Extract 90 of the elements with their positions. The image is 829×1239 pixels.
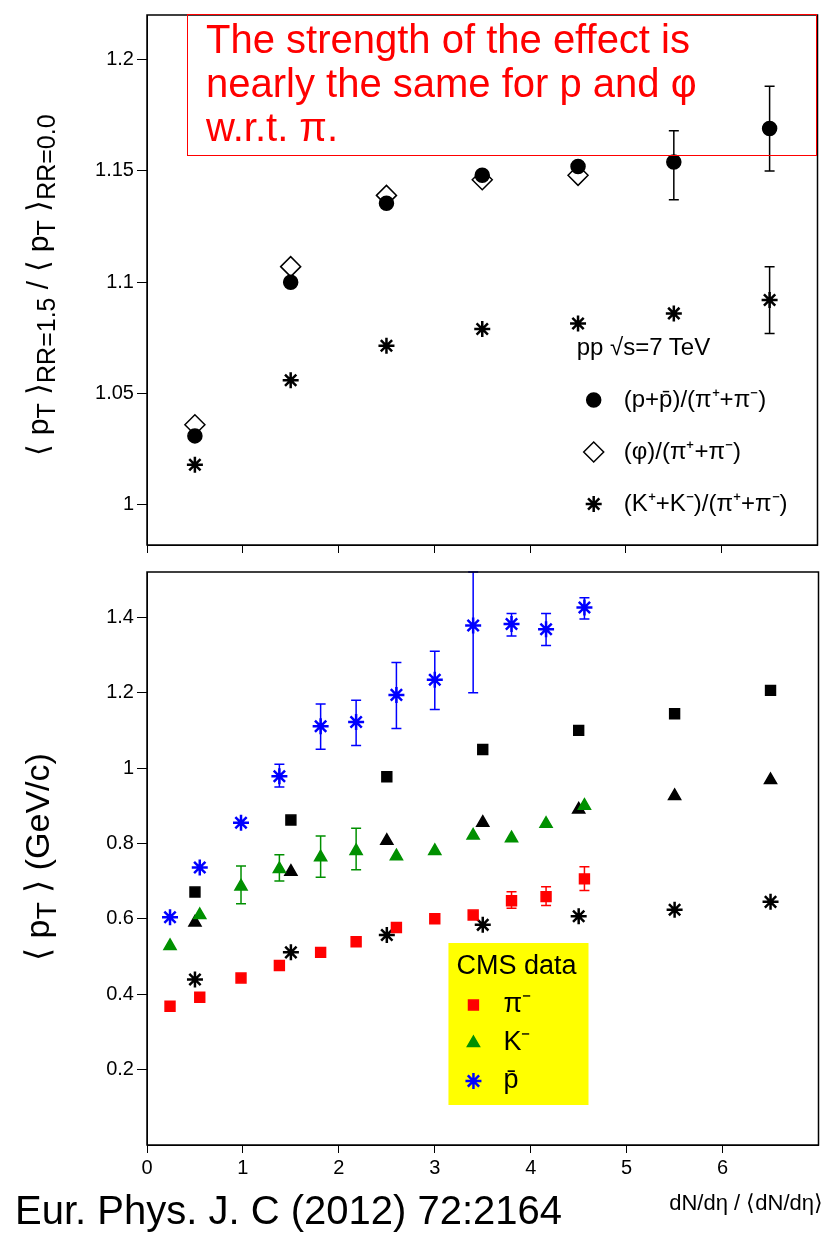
point (380, 833, 394, 846)
point (463, 616, 483, 635)
point (281, 370, 300, 390)
point (475, 814, 490, 827)
point (311, 716, 330, 736)
point (281, 943, 301, 962)
legend-title: CMS data (456, 950, 578, 981)
point (664, 304, 684, 323)
x-tick-label: 0 (141, 1155, 153, 1178)
y-tick-label: 0.4 (106, 981, 134, 1004)
point (477, 743, 489, 756)
legend-label: K⁻ (503, 1026, 531, 1057)
point (377, 336, 396, 355)
x-tick-label: 5 (621, 1155, 633, 1178)
point (429, 913, 441, 925)
point (569, 906, 588, 926)
y-tick-label: 1.1 (106, 269, 134, 292)
legend-title: pp √s=7 TeV (576, 332, 711, 360)
point (381, 771, 393, 783)
y-tick-label: 1 (122, 755, 134, 778)
point (667, 788, 682, 801)
point (185, 970, 205, 989)
y-tick-label: 1.4 (106, 604, 134, 627)
point (572, 724, 585, 737)
point (668, 708, 681, 720)
x-tick-label: 2 (333, 1155, 345, 1178)
point (387, 685, 406, 705)
point (284, 863, 298, 876)
point (192, 907, 207, 920)
y-tick-label: 1 (122, 492, 134, 515)
point (190, 858, 210, 877)
y-tick-label: 0.2 (106, 1057, 134, 1080)
y-tick-label: 1.15 (95, 158, 134, 181)
point (164, 1000, 176, 1012)
point (350, 936, 362, 948)
y-tick-label: 1.2 (106, 47, 134, 70)
point (764, 684, 777, 697)
point (279, 255, 302, 278)
point (187, 428, 203, 444)
point (473, 915, 492, 935)
point (467, 909, 479, 921)
text: Eur. Phys. J. C (2012) 72:2164 (15, 1188, 562, 1233)
point (231, 813, 251, 832)
point (273, 959, 286, 972)
point (427, 843, 442, 856)
x-tick-label: 1 (237, 1155, 249, 1178)
legend-label: π⁻ (503, 988, 532, 1019)
point (194, 991, 206, 1003)
y-tick-label: 1.2 (106, 680, 134, 703)
point (378, 195, 395, 211)
point (474, 167, 490, 184)
annotation: The strength of the effect is nearly the same for p and φ w.r.t. π. (187, 14, 817, 156)
point (504, 830, 519, 843)
point (570, 158, 586, 175)
point (578, 873, 591, 885)
point (568, 314, 588, 333)
point (270, 767, 289, 786)
point (282, 274, 299, 290)
point (189, 886, 201, 898)
point (160, 908, 180, 927)
point (577, 797, 592, 810)
point (473, 319, 492, 339)
y-tick-label: 1.05 (95, 381, 134, 404)
point (389, 848, 404, 861)
legend-label: p̄ (503, 1064, 519, 1095)
point (761, 120, 778, 137)
point (313, 849, 328, 862)
point (761, 892, 780, 912)
point (763, 772, 778, 785)
point (377, 925, 397, 945)
point (466, 827, 480, 840)
legend-label: (p+p̄)/(π⁺+π⁻) (623, 384, 767, 412)
point (536, 620, 556, 639)
point (539, 816, 553, 829)
point (185, 455, 205, 475)
x-tick-label: 3 (429, 1155, 441, 1178)
x-tick-label: 6 (717, 1155, 729, 1178)
point (285, 814, 297, 826)
point (665, 900, 684, 920)
point (390, 921, 403, 934)
point (235, 972, 247, 984)
point (760, 290, 779, 310)
x-tick-label: 4 (525, 1155, 537, 1178)
y-tick-label: 0.6 (106, 906, 134, 929)
point (314, 946, 327, 959)
legend-label: (φ)/(π⁺+π⁻) (623, 436, 742, 464)
legend-label: (K⁺+K⁻)/(π⁺+π⁻) (623, 488, 788, 516)
x-axis-title: dN/dη / ⟨dN/dη⟩ (669, 1190, 823, 1216)
point (163, 938, 177, 951)
y-tick-label: 0.8 (106, 830, 134, 853)
